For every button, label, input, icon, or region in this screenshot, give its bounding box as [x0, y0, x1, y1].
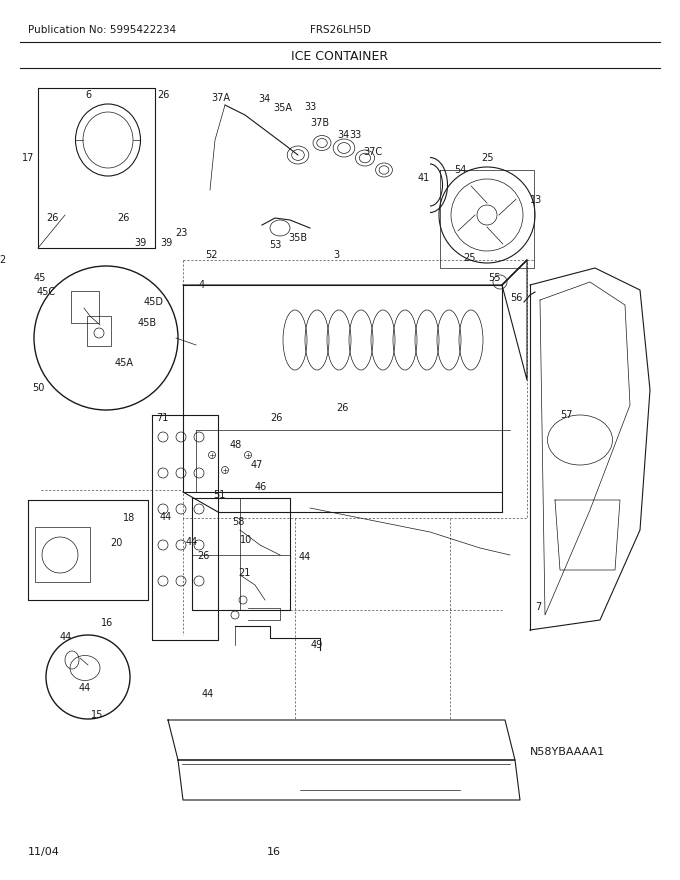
Text: 56: 56: [510, 293, 522, 303]
Text: 21: 21: [238, 568, 250, 578]
Text: 4: 4: [199, 280, 205, 290]
Text: N58YBAAAA1: N58YBAAAA1: [530, 747, 605, 757]
Text: 26: 26: [336, 403, 348, 413]
Text: ICE CONTAINER: ICE CONTAINER: [292, 49, 388, 62]
Text: 49: 49: [311, 640, 323, 650]
Text: 45: 45: [34, 273, 46, 283]
Text: 37A: 37A: [211, 93, 231, 103]
Text: 6: 6: [85, 90, 91, 100]
Text: 26: 26: [46, 213, 58, 223]
Text: 37C: 37C: [363, 147, 383, 157]
Text: 26: 26: [117, 213, 129, 223]
Text: 44: 44: [202, 689, 214, 699]
Text: 16: 16: [267, 847, 281, 857]
Text: 50: 50: [32, 383, 44, 393]
Text: 23: 23: [175, 228, 187, 238]
Text: 18: 18: [123, 513, 135, 523]
Text: 35A: 35A: [273, 103, 292, 113]
Text: 10: 10: [240, 535, 252, 545]
Text: 25: 25: [463, 253, 475, 263]
Text: 47: 47: [251, 460, 263, 470]
Text: 37B: 37B: [311, 118, 330, 128]
Text: FRS26LH5D: FRS26LH5D: [310, 25, 371, 35]
Text: 41: 41: [418, 173, 430, 183]
Text: 45B: 45B: [137, 318, 156, 328]
Text: 39: 39: [134, 238, 146, 248]
Text: 2: 2: [0, 255, 5, 265]
Text: 34: 34: [258, 94, 270, 104]
Text: 45A: 45A: [114, 358, 133, 368]
Text: 54: 54: [454, 165, 466, 175]
Text: 57: 57: [560, 410, 573, 420]
Text: 39: 39: [160, 238, 172, 248]
Text: 25: 25: [481, 153, 493, 163]
Text: 53: 53: [269, 240, 282, 250]
Text: 15: 15: [91, 710, 103, 720]
Text: Publication No: 5995422234: Publication No: 5995422234: [28, 25, 176, 35]
Text: 35B: 35B: [288, 233, 307, 243]
Text: 17: 17: [22, 153, 34, 163]
Text: 46: 46: [255, 482, 267, 492]
Text: 44: 44: [60, 632, 72, 642]
Text: 33: 33: [304, 102, 316, 112]
Text: 52: 52: [205, 250, 217, 260]
Text: 71: 71: [156, 413, 168, 423]
Text: 11/04: 11/04: [28, 847, 60, 857]
Text: 7: 7: [535, 602, 541, 612]
Text: 3: 3: [333, 250, 339, 260]
Text: 51: 51: [213, 490, 225, 500]
Text: 45D: 45D: [144, 297, 164, 307]
Text: 44: 44: [299, 552, 311, 562]
Text: 26: 26: [197, 551, 209, 561]
Text: 26: 26: [157, 90, 169, 100]
Text: 44: 44: [186, 537, 198, 547]
Text: 55: 55: [488, 273, 500, 283]
Text: 26: 26: [270, 413, 282, 423]
Text: 58: 58: [232, 517, 244, 527]
Text: 13: 13: [530, 195, 542, 205]
Text: 45C: 45C: [37, 287, 56, 297]
Text: 34: 34: [337, 130, 349, 140]
Text: 44: 44: [79, 683, 91, 693]
Text: 44: 44: [160, 512, 172, 522]
Text: 20: 20: [109, 538, 122, 548]
Text: 48: 48: [230, 440, 242, 450]
Text: 16: 16: [101, 618, 113, 628]
Text: 33: 33: [349, 130, 361, 140]
